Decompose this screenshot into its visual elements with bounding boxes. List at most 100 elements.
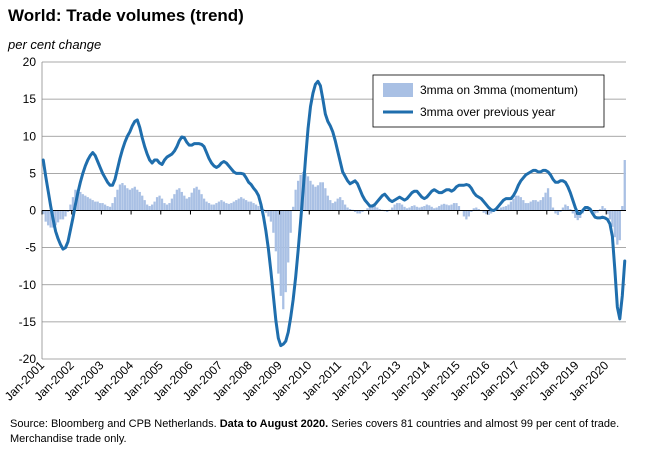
momentum-bar: [42, 210, 45, 215]
source-tail: Series covers 81 countries and almost 99…: [10, 418, 620, 445]
momentum-bar: [138, 191, 141, 211]
momentum-bar: [168, 203, 171, 211]
momentum-bar: [425, 204, 428, 211]
momentum-bar: [304, 173, 307, 211]
momentum-bar: [512, 198, 515, 211]
momentum-bar: [386, 210, 389, 212]
momentum-bar: [343, 204, 347, 211]
momentum-bar: [237, 198, 240, 211]
momentum-bar: [477, 209, 480, 211]
chart-title: World: Trade volumes (trend): [8, 6, 244, 25]
momentum-bar: [366, 208, 369, 211]
momentum-bar: [242, 198, 245, 211]
momentum-bar: [541, 197, 545, 211]
momentum-bar: [230, 203, 233, 211]
momentum-bar: [232, 201, 235, 211]
y-tick-label: -20: [19, 352, 37, 366]
momentum-bar: [455, 203, 458, 211]
momentum-bar: [507, 204, 510, 211]
momentum-bar: [225, 203, 228, 211]
momentum-bar: [287, 210, 290, 263]
momentum-bar: [482, 210, 485, 213]
momentum-bar: [514, 195, 518, 211]
momentum-bar: [61, 210, 65, 220]
momentum-bar: [574, 210, 577, 218]
y-tick-label: 0: [29, 204, 36, 218]
momentum-bar: [306, 176, 310, 211]
legend-bar-label: 3mma on 3mma (momentum): [420, 83, 578, 97]
momentum-bar: [326, 195, 329, 211]
momentum-bar: [489, 210, 493, 214]
momentum-bar: [47, 210, 50, 226]
momentum-bar: [613, 210, 617, 238]
momentum-bar: [457, 206, 461, 211]
momentum-bar: [329, 200, 332, 211]
y-tick-label: -5: [25, 241, 36, 255]
momentum-bar: [222, 201, 226, 211]
momentum-bar: [173, 194, 176, 211]
momentum-bar: [103, 204, 107, 211]
momentum-bar: [497, 209, 500, 211]
momentum-bar: [467, 210, 471, 217]
momentum-bar: [202, 198, 206, 211]
momentum-bar: [69, 204, 72, 211]
momentum-bar: [527, 203, 530, 211]
momentum-bar: [408, 207, 411, 211]
momentum-bar: [150, 204, 154, 211]
momentum-bar: [277, 210, 280, 274]
momentum-bar: [284, 210, 287, 293]
momentum-bar: [361, 210, 364, 212]
momentum-bar: [294, 189, 297, 211]
source-note: Source: Bloomberg and CPB Netherlands. D…: [10, 417, 640, 447]
momentum-bar: [485, 210, 488, 215]
momentum-bar: [257, 206, 260, 211]
momentum-bar: [155, 197, 159, 211]
momentum-bar: [200, 194, 203, 211]
momentum-bar: [76, 189, 80, 211]
momentum-bar: [438, 206, 441, 211]
momentum-bar: [621, 206, 624, 211]
momentum-bar: [309, 180, 312, 211]
momentum-bar: [264, 210, 268, 213]
momentum-bar: [415, 206, 419, 211]
momentum-bar: [447, 205, 451, 211]
momentum-bar: [445, 204, 448, 211]
legend: 3mma on 3mma (momentum) 3mma over previou…: [372, 74, 605, 128]
momentum-bar: [334, 201, 337, 211]
momentum-bar: [212, 204, 216, 211]
source-lead: Source: Bloomberg and CPB Netherlands.: [10, 418, 217, 430]
momentum-bar: [272, 210, 275, 233]
momentum-bar: [245, 200, 248, 211]
momentum-bar: [462, 210, 466, 217]
momentum-bar: [148, 206, 151, 211]
momentum-bar: [296, 180, 300, 211]
momentum-bar: [336, 198, 339, 211]
momentum-bar: [596, 210, 599, 213]
momentum-bar: [435, 207, 438, 211]
momentum-bar: [188, 197, 191, 211]
momentum-bar: [267, 210, 270, 217]
y-tick-label: 15: [23, 92, 37, 106]
momentum-bar: [274, 210, 277, 252]
momentum-bar: [197, 189, 201, 211]
momentum-bar: [89, 198, 92, 211]
momentum-bar: [180, 191, 183, 211]
momentum-bar: [571, 210, 574, 214]
y-tick-label: -10: [19, 278, 37, 292]
momentum-bar: [94, 201, 97, 211]
yoy-line-group: [41, 79, 627, 348]
momentum-bar: [341, 200, 344, 211]
momentum-bar: [91, 200, 94, 211]
momentum-bar: [160, 198, 164, 211]
momentum-bar: [470, 210, 473, 212]
momentum-bar: [170, 198, 174, 211]
y-tick-label: -15: [19, 315, 37, 329]
momentum-bar: [215, 203, 218, 211]
momentum-bar: [576, 210, 579, 221]
y-tick-label: 10: [23, 129, 37, 143]
momentum-bar: [289, 210, 292, 233]
momentum-bar: [175, 189, 179, 211]
yoy-line: [41, 79, 627, 348]
momentum-bar: [472, 208, 475, 211]
momentum-bar: [118, 184, 122, 211]
